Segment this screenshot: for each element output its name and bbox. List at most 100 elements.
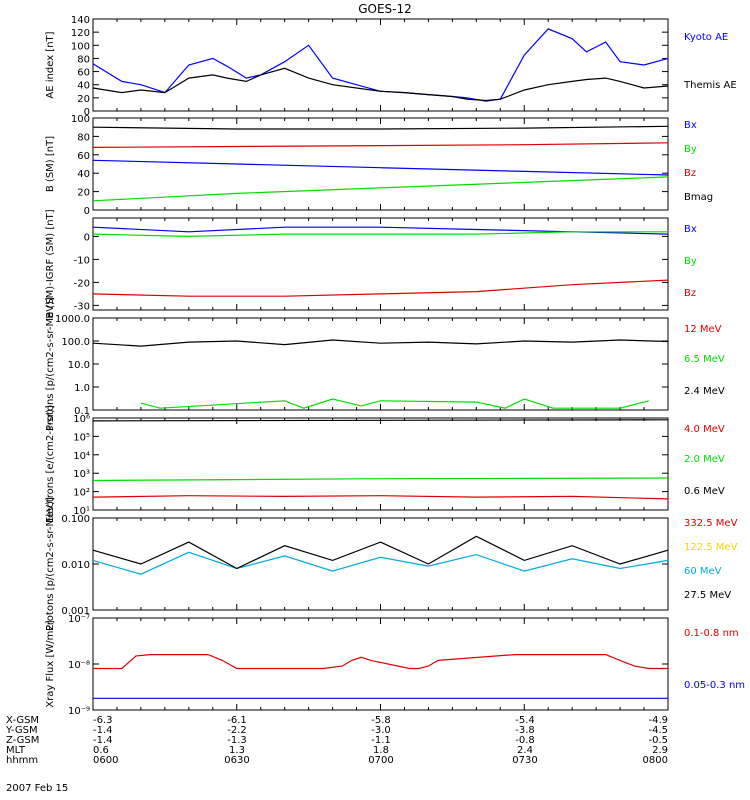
series-line [92,495,669,500]
y-tick-label: 10⁻⁷ [68,614,90,625]
ephemeris-value: -4.5 [648,725,668,736]
y-tick-label: 1000.0 [55,314,90,325]
y-tick-label: 100 [71,41,90,52]
ephemeris-label: X-GSM [6,715,39,726]
panels: 0 20 40 60 80 100 120 140 AE index [nT] Kyoto AE T… [45,15,745,717]
y-tick-label: 40 [77,81,90,92]
y-tick-label: 10⁴ [73,451,90,462]
y-tick-label: 10⁻⁸ [68,660,90,671]
ephemeris-value: -6.3 [93,715,113,726]
legend-entry: Bx [684,224,697,235]
y-tick-label: 0 [84,107,90,118]
y-tick-label: 10¹ [73,506,90,517]
series-line [92,231,668,238]
y-tick-label: -30 [74,301,90,312]
series-line [93,653,668,670]
ephemeris-value: 1.8 [373,745,389,756]
y-tick-label: 80 [77,54,90,65]
y-tick-label: 20 [77,188,90,199]
series-line [92,67,669,102]
y-tick-label: 120 [71,28,90,39]
y-tick-label: 0.001 [61,606,90,617]
legend-entry: 332.5 MeV [684,518,738,529]
legend-entry: 60 MeV [684,566,722,577]
y-axis-label: Electrons [e/(cm2-s-sr)] [45,405,56,523]
y-tick-label: 0 [84,232,90,243]
series-line [92,226,669,235]
series-line [140,398,649,409]
y-tick-label: 60 [77,151,90,162]
panel-1: 0 20 40 60 80 100 120 140 AE index [nT] Kyoto AE T… [45,15,737,118]
y-tick-label: 10⁻⁹ [68,706,90,717]
ephemeris-value: -1.4 [93,725,113,736]
plot-frame [92,517,669,611]
plot-frame [92,317,669,411]
plot-frame [92,18,669,112]
ephemeris-value: 2.4 [517,745,533,756]
legend-entry: 6.5 MeV [684,354,725,365]
y-tick-label: 80 [77,132,90,143]
y-axis-label: Protons [p/(cm2-s-sr-MeV)] [45,297,56,431]
series-line [92,142,669,148]
legend-entry: 4.0 MeV [684,424,725,435]
y-tick-label: 0.100 [61,514,90,525]
ephemeris-value: -3.8 [515,725,535,736]
legend-entry: Bz [684,168,696,179]
y-tick-label: 140 [71,15,90,26]
ephemeris-value: 0800 [643,755,668,766]
ephemeris-value: 0.6 [93,745,109,756]
panel-2: 0 20 40 60 80 100 B (SM) [nT] Bx By Bz Bmag [45,114,713,217]
series-line [92,551,669,575]
panel-7: 10⁻⁹ 10⁻⁸ 10⁻⁷ Xray Flux [W/m2] 0.1-0.8 nm 0.… [45,614,745,717]
ephemeris-value: -4.9 [648,715,668,726]
y-tick-label: 10⁶ [73,414,90,425]
ephemeris-label: hhmm [6,755,38,766]
ephemeris-value: -1.1 [371,735,391,746]
ephemeris-label: Y-GSM [5,725,38,736]
legend-entry: 122.5 MeV [684,542,738,553]
legend-entry: 12 MeV [684,324,722,335]
y-axis-label: AE index [nT] [45,31,56,98]
y-tick-label: 0.010 [61,560,90,571]
series-line [92,28,669,102]
legend-entry: Bmag [684,192,713,203]
legend-entry: By [684,256,697,267]
y-tick-label: 10³ [73,469,90,480]
ephemeris-value: -1.4 [93,735,113,746]
legend-entry: 27.5 MeV [684,590,731,601]
y-tick-label: 0.1 [74,406,90,417]
legend-entry: By [684,144,697,155]
ephemeris-value: -0.8 [515,735,535,746]
ephemeris-table: X-GSM -6.3 -6.1 -5.8 -5.4 -4.9 Y-GSM -1.4 -2.2 -3… [5,715,668,766]
legend-entry: 0.05-0.3 nm [684,680,745,691]
ephemeris-label: Z-GSM [6,735,39,746]
ephemeris-value: -2.2 [227,725,247,736]
y-axis-label: B (SM) [nT] [45,136,56,192]
legend-entry: 0.6 MeV [684,486,725,497]
ephemeris-value: 0700 [368,755,393,766]
ephemeris-value: 0600 [93,755,118,766]
panel-3: -30 -20 -10 0 B (SM)-IGRF (SM) [nT] Bx By Bz [45,209,697,318]
plot-frame [92,617,669,711]
y-tick-label: 10² [73,488,90,499]
y-tick-label: 100 [71,114,90,125]
y-axis-label: B (SM)-IGRF (SM) [nT] [45,209,56,318]
legend-entry: 2.0 MeV [684,454,725,465]
legend-entry: 2.4 MeV [684,386,725,397]
ephemeris-value: 0730 [512,755,537,766]
panel-5: 10¹ 10² 10³ 10⁴ 10⁵ 10⁶ Electrons [e/(cm2-s-sr… [45,405,725,523]
legend-entry: 0.1-0.8 nm [684,628,739,639]
ephemeris-value: 1.3 [229,745,245,756]
series-line [92,339,669,347]
legend-entry: Bz [684,288,696,299]
y-tick-label: -20 [74,278,90,289]
chart-title: GOES-12 [358,2,412,16]
ephemeris-value: -3.0 [371,725,391,736]
series-line [92,535,669,570]
date-label: 2007 Feb 15 [6,783,68,794]
series-line [92,125,669,130]
series-line [92,419,669,422]
y-axis-label: Protons [p/(cm2-s-sr-MeV)] [45,497,56,631]
y-tick-label: -10 [74,255,90,266]
